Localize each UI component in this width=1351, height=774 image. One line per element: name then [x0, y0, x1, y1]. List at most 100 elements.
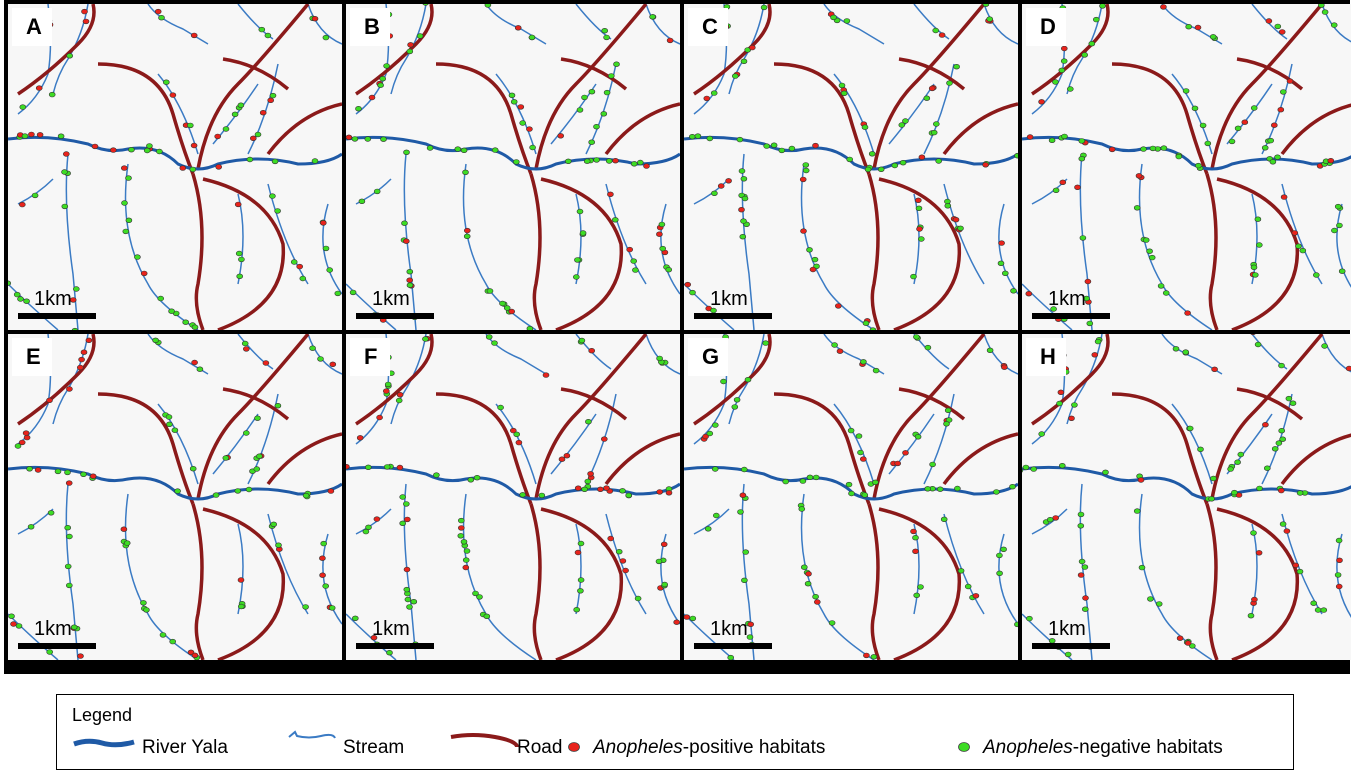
negative-habitat-dot — [1147, 596, 1154, 602]
negative-habitat-dot — [1278, 362, 1285, 369]
negative-habitat-dot — [1160, 145, 1168, 151]
negative-habitat-dot — [1048, 137, 1056, 144]
road-line-icon — [450, 733, 519, 748]
negative-habitat-dot — [806, 247, 813, 253]
positive-habitat-dot — [1291, 230, 1299, 236]
stream-line — [1281, 183, 1323, 285]
negative-habitat-dot — [64, 469, 71, 476]
negative-habitat-dot — [457, 533, 465, 539]
negative-habitat-dot — [158, 14, 165, 21]
positive-habitat-dot — [800, 228, 807, 234]
negative-habitat-dot — [163, 79, 170, 85]
legend-road-label: Road — [517, 737, 563, 758]
negative-habitat-dot — [1083, 295, 1090, 302]
negative-habitat-dot — [1050, 306, 1057, 312]
positive-habitat-dot — [262, 360, 270, 366]
negative-habitat-dot — [528, 34, 536, 41]
positive-habitat-dot — [80, 349, 88, 355]
negative-habitat-dot — [1312, 272, 1320, 278]
positive-habitat-dot — [558, 456, 566, 462]
positive-habitat-dot — [812, 142, 819, 149]
map-canvas — [346, 334, 680, 660]
negative-habitat-dot — [27, 524, 35, 530]
negative-habitat-dot — [1046, 517, 1054, 523]
road-line — [202, 177, 286, 330]
negative-habitat-dot — [499, 300, 506, 307]
positive-habitat-dot — [1084, 278, 1092, 285]
negative-habitat-dot — [1264, 465, 1271, 471]
negative-habitat-dot — [902, 118, 909, 124]
negative-habitat-dot — [712, 512, 720, 519]
positive-habitat-dot — [10, 621, 17, 627]
positive-habitat-dot — [703, 95, 711, 102]
river-yala-line — [1022, 465, 1351, 501]
negative-habitat-dot — [578, 337, 586, 344]
negative-habitat-dot — [328, 605, 336, 611]
negative-habitat-dot — [661, 581, 669, 588]
negative-habitat-dot — [236, 273, 243, 279]
negative-habitat-dot — [399, 520, 407, 527]
road-line — [97, 62, 195, 175]
negative-habitat-dot — [1071, 402, 1078, 408]
map-canvas — [8, 334, 342, 660]
negative-habitat-dot — [1256, 485, 1263, 492]
map-panel-g: G 1km — [684, 334, 1018, 660]
negative-habitat-dot — [476, 594, 483, 600]
negative-habitat-dot — [649, 14, 656, 20]
negative-habitat-dot — [1142, 237, 1150, 243]
negative-habitat-dot — [364, 464, 372, 471]
negative-habitat-dot — [656, 355, 663, 362]
negative-habitat-dot — [152, 337, 159, 344]
negative-habitat-dot — [593, 123, 600, 130]
road-line — [1210, 334, 1324, 500]
stream-line — [462, 493, 537, 660]
negative-habitat-dot — [574, 257, 581, 263]
negative-habitat-dot — [1155, 601, 1163, 607]
negative-habitat-dot — [1014, 621, 1018, 628]
negative-habitat-dot — [740, 466, 748, 473]
negative-habitat-dot — [410, 599, 418, 605]
road-line — [355, 4, 434, 96]
negative-habitat-dot — [736, 136, 744, 143]
negative-habitat-dot — [1330, 22, 1338, 28]
negative-habitat-dot — [1026, 615, 1033, 622]
negative-habitat-dot — [1009, 484, 1016, 490]
scale-bar-label: 1km — [1048, 618, 1086, 640]
negative-dot-icon — [958, 742, 970, 752]
legend-negative-suffix: -negative habitats — [1072, 737, 1223, 758]
negative-habitat-dot — [607, 73, 615, 79]
negative-habitat-dot — [399, 494, 407, 500]
negative-habitat-dot — [585, 418, 592, 425]
positive-habitat-dot — [234, 201, 242, 208]
positive-habitat-dot — [1271, 122, 1278, 128]
negative-habitat-dot — [1227, 466, 1234, 472]
negative-habitat-dot — [433, 472, 440, 478]
negative-habitat-dot — [462, 557, 470, 563]
road-line — [898, 387, 966, 421]
scale-bar-label: 1km — [34, 618, 72, 640]
positive-habitat-dot — [1038, 99, 1045, 105]
negative-habitat-dot — [1195, 162, 1202, 169]
negative-habitat-dot — [379, 75, 387, 82]
negative-habitat-dot — [1078, 138, 1086, 144]
road-line — [202, 507, 286, 660]
negative-habitat-dot — [847, 427, 855, 434]
positive-habitat-dot — [515, 439, 523, 446]
stream-line — [1031, 508, 1068, 535]
negative-habitat-dot — [352, 615, 359, 621]
negative-habitat-dot — [923, 95, 931, 101]
negative-habitat-dot — [778, 147, 786, 154]
river-yala-line — [346, 465, 680, 501]
negative-habitat-dot — [731, 73, 739, 79]
negative-habitat-dot — [1338, 268, 1346, 274]
negative-habitat-dot — [1318, 4, 1325, 8]
road-line — [435, 392, 533, 505]
negative-habitat-dot — [166, 421, 173, 428]
negative-habitat-dot — [1058, 463, 1066, 469]
positive-habitat-dot — [603, 485, 610, 491]
negative-habitat-dot — [143, 147, 151, 154]
road-line — [867, 503, 881, 660]
negative-habitat-dot — [64, 563, 72, 570]
negative-habitat-dot — [61, 203, 69, 210]
negative-habitat-dot — [322, 245, 330, 252]
